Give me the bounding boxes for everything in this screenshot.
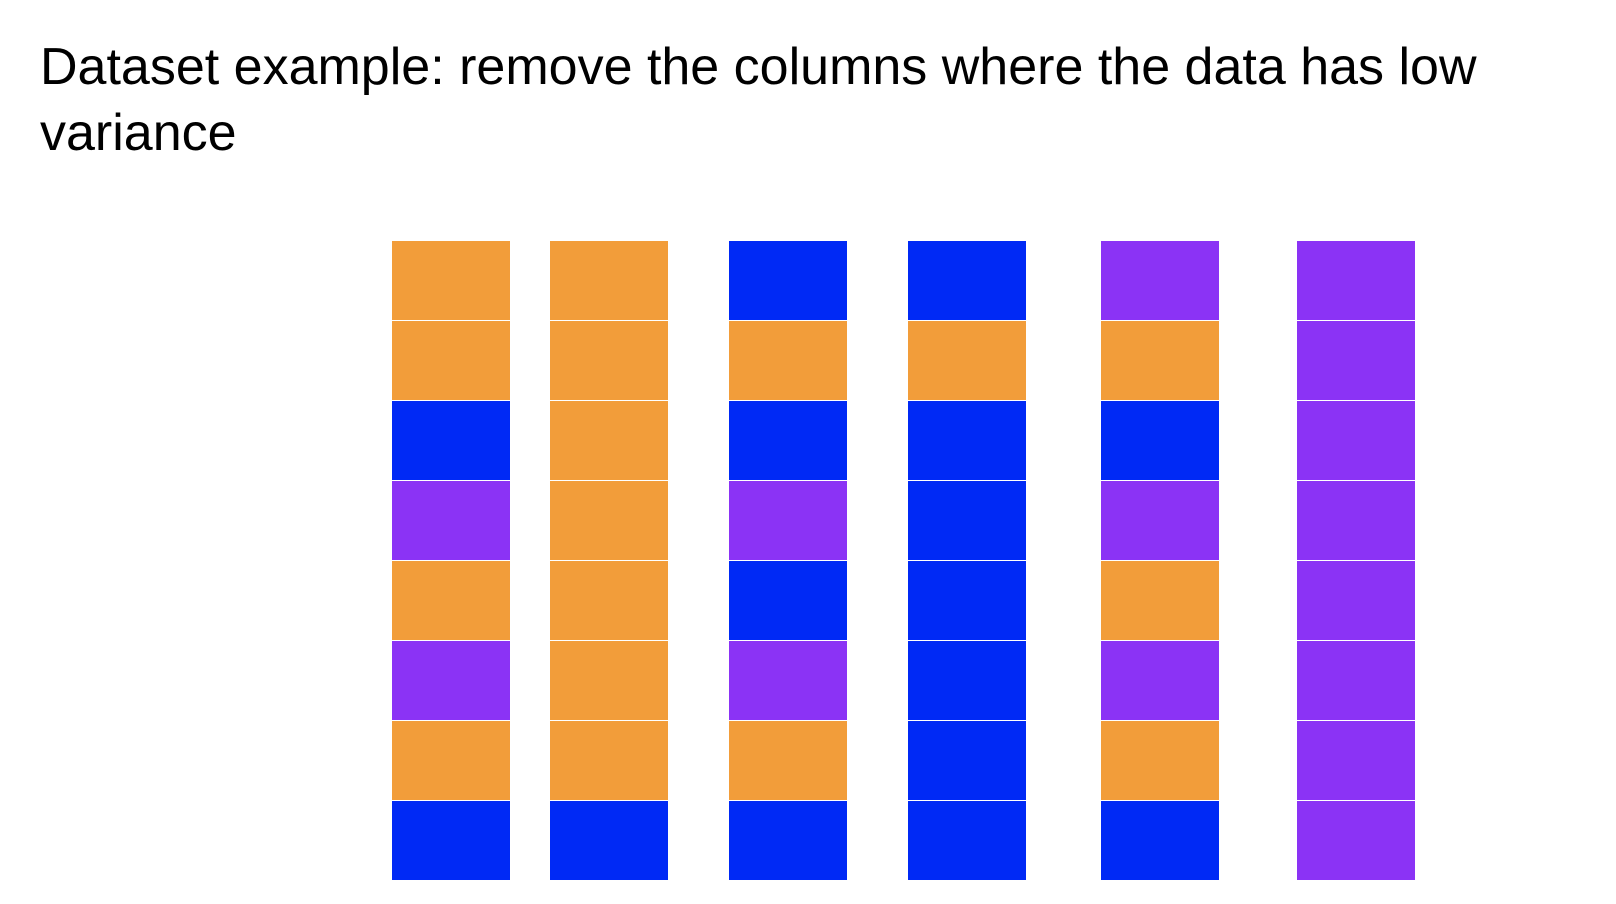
data-cell-blue xyxy=(1101,401,1219,481)
data-cell-purple xyxy=(1297,641,1415,721)
data-cell-blue xyxy=(729,801,847,880)
data-cell-purple xyxy=(1297,481,1415,561)
data-cell-blue xyxy=(908,241,1026,321)
data-cell-orange xyxy=(550,561,668,641)
data-cell-purple xyxy=(1297,801,1415,880)
data-cell-orange xyxy=(392,561,510,641)
data-cell-purple xyxy=(1297,321,1415,401)
data-cell-purple xyxy=(392,641,510,721)
data-cell-orange xyxy=(392,721,510,801)
data-column-1 xyxy=(392,241,510,880)
data-cell-purple xyxy=(729,481,847,561)
data-cell-orange xyxy=(1101,721,1219,801)
data-column-4 xyxy=(908,241,1026,880)
data-cell-purple xyxy=(1297,721,1415,801)
data-cell-blue xyxy=(392,801,510,880)
data-cell-orange xyxy=(550,241,668,321)
slide-title: Dataset example: remove the columns wher… xyxy=(40,38,1477,162)
data-cell-orange xyxy=(729,321,847,401)
data-cell-purple xyxy=(1101,641,1219,721)
data-cell-orange xyxy=(1101,561,1219,641)
data-cell-blue xyxy=(729,401,847,481)
data-cell-orange xyxy=(550,401,668,481)
data-cell-purple xyxy=(729,641,847,721)
data-cell-blue xyxy=(908,721,1026,801)
data-cell-orange xyxy=(550,481,668,561)
data-cell-blue xyxy=(908,561,1026,641)
data-column-5 xyxy=(1101,241,1219,880)
data-cell-orange xyxy=(908,321,1026,401)
data-cell-purple xyxy=(1297,401,1415,481)
data-column-2 xyxy=(550,241,668,880)
data-cell-orange xyxy=(392,321,510,401)
data-cell-blue xyxy=(392,401,510,481)
data-cell-blue xyxy=(908,641,1026,721)
data-cell-purple xyxy=(392,481,510,561)
data-cell-orange xyxy=(729,721,847,801)
data-cell-orange xyxy=(550,321,668,401)
data-column-6 xyxy=(1297,241,1415,880)
data-cell-blue xyxy=(1101,801,1219,880)
data-cell-blue xyxy=(908,801,1026,880)
data-cell-purple xyxy=(1101,481,1219,561)
data-cell-orange xyxy=(1101,321,1219,401)
data-cell-purple xyxy=(1101,241,1219,321)
data-cell-blue xyxy=(908,401,1026,481)
data-cell-blue xyxy=(729,241,847,321)
data-cell-blue xyxy=(729,561,847,641)
data-cell-blue xyxy=(908,481,1026,561)
data-cell-orange xyxy=(550,721,668,801)
data-column-3 xyxy=(729,241,847,880)
data-cell-purple xyxy=(1297,241,1415,321)
data-cell-orange xyxy=(550,641,668,721)
data-cell-blue xyxy=(550,801,668,880)
data-cell-purple xyxy=(1297,561,1415,641)
data-cell-orange xyxy=(392,241,510,321)
